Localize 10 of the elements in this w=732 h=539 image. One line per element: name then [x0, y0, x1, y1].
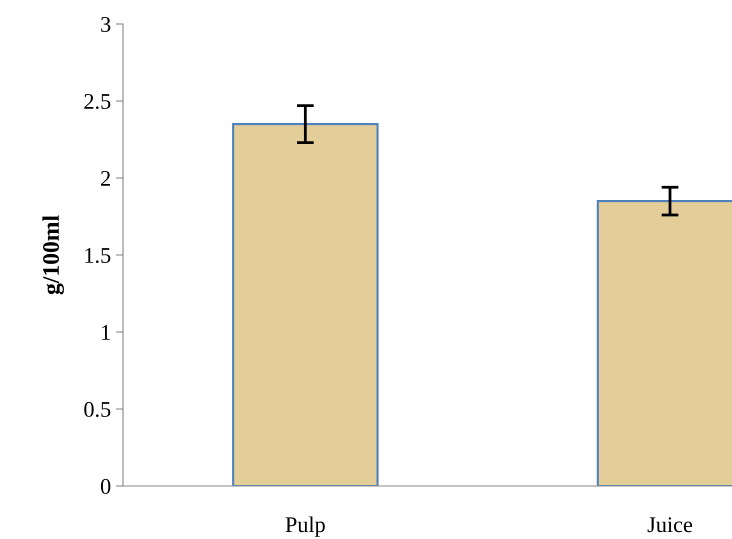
y-tick-label: 2.5 [84, 94, 110, 110]
y-tick-label: 1 [102, 325, 110, 340]
y-tick-label: 2 [101, 170, 110, 186]
x-tick-label: Pulp [286, 516, 325, 537]
y-tick-label: 3 [101, 16, 110, 32]
y-tick-label: 0.5 [84, 402, 110, 418]
y-tick-label: 1.5 [85, 248, 110, 264]
y-tick-label: 0 [100, 478, 110, 494]
y-axis-title: g/100ml [42, 215, 64, 294]
x-tick-label: Juice [648, 517, 692, 532]
